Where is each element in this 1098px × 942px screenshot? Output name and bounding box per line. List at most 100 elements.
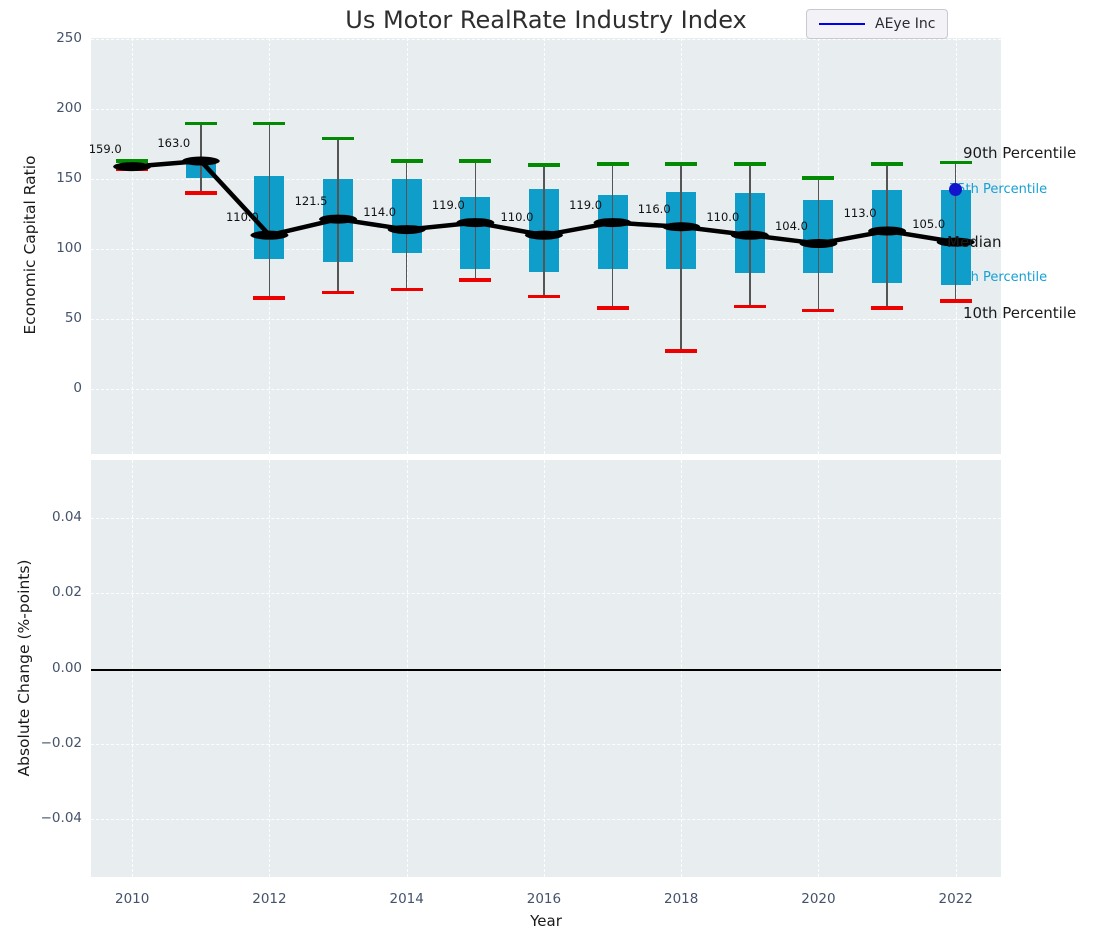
whisker-2012 — [268, 123, 271, 299]
gridline-horizontal — [91, 388, 1001, 390]
median-trend-line — [113, 156, 975, 249]
y-tick-label-top: 150 — [56, 170, 82, 187]
cap-90th-2017 — [596, 162, 629, 166]
median-marker-2011 — [181, 156, 220, 166]
median-value-label-2013: 121.5 — [294, 194, 328, 209]
gridline-horizontal — [91, 517, 1001, 519]
cap-90th-2014 — [390, 159, 423, 163]
median-value-label-2018: 116.0 — [637, 201, 671, 216]
zero-line — [91, 668, 1001, 671]
chart-title: Us Motor RealRate Industry Index — [345, 6, 747, 34]
y-tick-label-top: 250 — [56, 30, 82, 47]
x-tick-label: 2014 — [389, 891, 424, 907]
annotation-10th-percentile: 10th Percentile — [963, 304, 1077, 323]
cap-90th-2021 — [871, 162, 904, 166]
cap-10th-2013 — [322, 290, 355, 295]
cap-10th-2012 — [253, 296, 286, 300]
legend-label: AEye Inc — [875, 16, 936, 32]
gridline-horizontal — [91, 179, 1001, 181]
median-value-label-2022: 105.0 — [912, 217, 946, 232]
cap-10th-2011 — [184, 191, 217, 195]
cap-90th-2016 — [527, 163, 560, 167]
y-tick-label-top: 200 — [56, 100, 82, 117]
cap-90th-2022 — [939, 160, 972, 165]
gridline-horizontal — [91, 39, 1001, 41]
cap-90th-2020 — [802, 176, 835, 180]
median-value-label-2020: 104.0 — [774, 218, 808, 233]
gridline-horizontal — [91, 593, 1001, 595]
top-plot-area: 159.0 163.0 110.0 121.5 114.0 119.0 110.0 119.0… — [89, 38, 1001, 454]
aeye-data-point — [949, 182, 963, 196]
gridline-horizontal — [91, 319, 1001, 321]
gridline-horizontal — [91, 819, 1001, 821]
median-marker-2022 — [936, 237, 975, 247]
cap-10th-2022 — [939, 299, 972, 303]
median-marker-2017 — [593, 218, 632, 228]
median-value-label-2017: 119.0 — [569, 197, 603, 212]
whisker-2022 — [954, 162, 957, 301]
whisker-2017 — [611, 163, 614, 308]
y-tick-label-top: 50 — [64, 310, 82, 327]
x-tick-label: 2020 — [801, 891, 836, 907]
median-marker-2012 — [250, 230, 289, 240]
cap-90th-2011 — [184, 121, 217, 126]
bottom-plot-area — [91, 460, 1001, 877]
cap-10th-2014 — [390, 287, 423, 292]
median-marker-2020 — [799, 239, 838, 249]
cap-10th-2020 — [802, 308, 835, 313]
y-tick-label-bottom: −0.04 — [40, 810, 82, 827]
y-tick-label-bottom: 0.02 — [51, 584, 82, 601]
whisker-2018 — [680, 163, 682, 352]
cap-90th-2010 — [116, 159, 149, 163]
median-marker-2013 — [319, 214, 358, 224]
annotation-90th-percentile: 90th Percentile — [963, 144, 1077, 163]
cap-90th-2015 — [459, 159, 492, 163]
gridline-horizontal — [91, 109, 1001, 111]
median-marker-2021 — [868, 226, 907, 236]
annotation-75th-percentile: 75th Percentile — [949, 182, 1048, 198]
median-value-label-2012: 110.0 — [225, 210, 259, 225]
gridline-horizontal — [91, 743, 1001, 745]
y-tick-label-bottom: 0.04 — [51, 508, 82, 525]
median-value-label-2011: 163.0 — [157, 136, 191, 151]
cap-10th-2016 — [527, 294, 560, 299]
x-axis-label: Year — [530, 912, 562, 930]
median-value-label-2010: 159.0 — [88, 141, 122, 156]
y-tick-label-top: 0 — [73, 379, 82, 396]
median-value-label-2019: 110.0 — [706, 210, 740, 225]
annotation-25th-percentile: 25th Percentile — [949, 269, 1048, 285]
x-tick-label: 2012 — [252, 891, 287, 907]
cap-10th-2021 — [871, 306, 904, 310]
annotation-median: Median — [947, 233, 1002, 252]
legend-line-swatch — [819, 23, 865, 25]
y-tick-label-bottom: 0.00 — [51, 659, 82, 676]
whisker-2021 — [886, 163, 888, 308]
median-value-label-2014: 114.0 — [363, 204, 397, 219]
x-tick-label: 2022 — [938, 891, 973, 907]
median-marker-2014 — [387, 225, 426, 235]
median-marker-2015 — [456, 218, 495, 228]
cap-90th-2012 — [253, 121, 286, 126]
cap-10th-2015 — [459, 278, 492, 282]
cap-90th-2013 — [322, 136, 355, 141]
cap-10th-2017 — [596, 306, 629, 310]
median-marker-2016 — [524, 230, 563, 240]
x-tick-label: 2010 — [114, 891, 150, 907]
cap-90th-2018 — [665, 162, 698, 166]
gridline-vertical — [132, 38, 134, 454]
median-marker-2018 — [662, 222, 701, 232]
median-value-label-2015: 119.0 — [431, 197, 465, 212]
median-value-label-2016: 110.0 — [500, 210, 534, 225]
cap-90th-2019 — [733, 162, 766, 166]
median-marker-2019 — [730, 230, 769, 240]
x-tick-label: 2018 — [664, 891, 699, 907]
y-tick-label-bottom: −0.02 — [40, 734, 82, 751]
median-marker-2010 — [113, 162, 152, 172]
x-tick-label: 2016 — [526, 891, 562, 907]
y-tick-label-top: 100 — [56, 240, 82, 257]
cap-10th-2018 — [665, 349, 698, 353]
median-value-label-2021: 113.0 — [843, 205, 877, 220]
legend: AEye Inc — [806, 9, 949, 39]
cap-10th-2019 — [733, 304, 766, 309]
